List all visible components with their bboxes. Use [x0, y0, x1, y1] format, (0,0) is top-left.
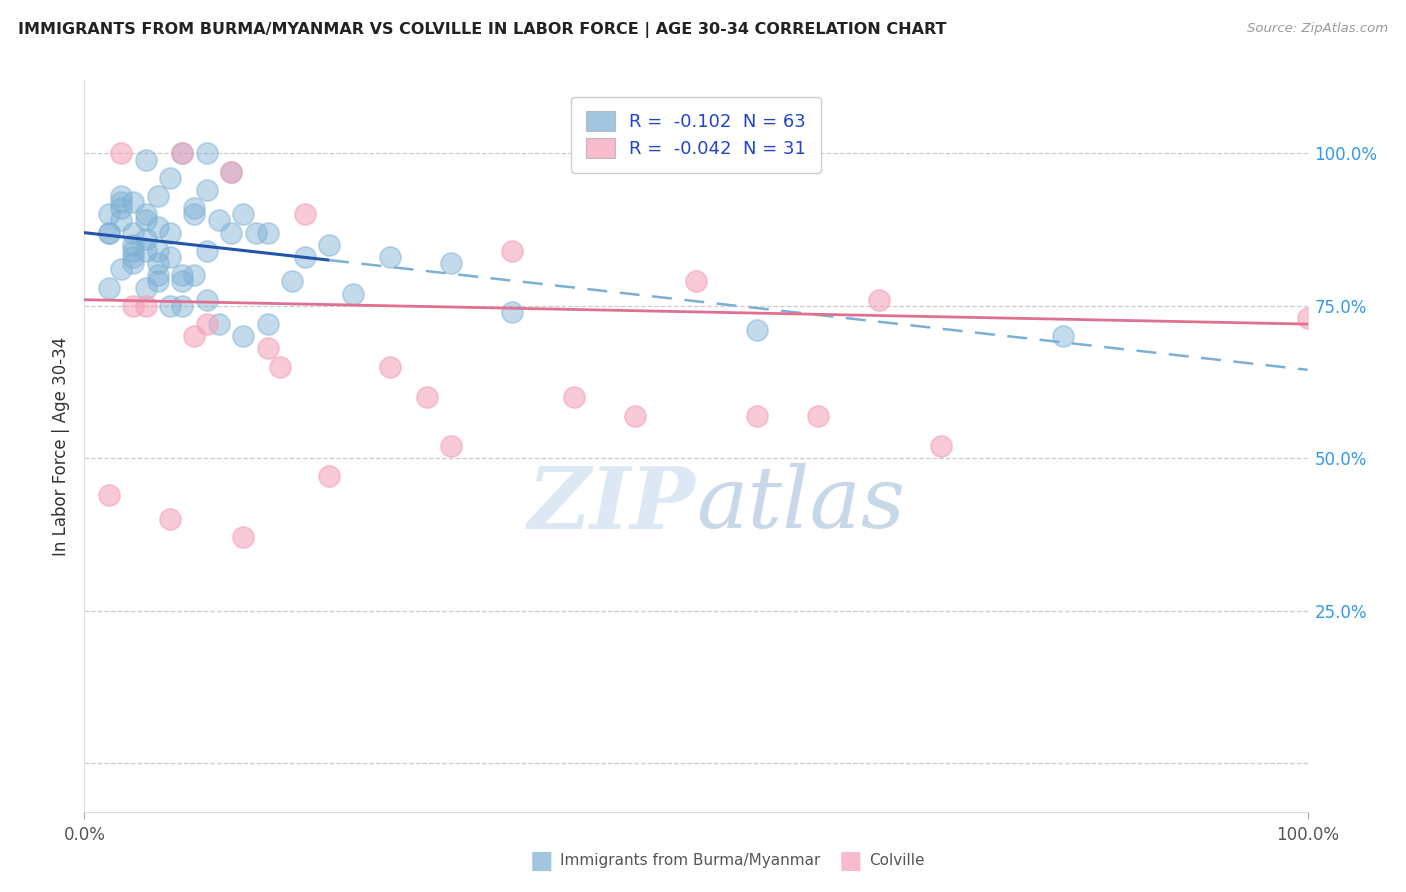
Point [440, 439, 463, 453]
Point [172, 146, 194, 161]
Point [135, 213, 157, 227]
Point [172, 146, 194, 161]
Point [122, 195, 145, 210]
Point [232, 207, 254, 221]
Text: Source: ZipAtlas.com: Source: ZipAtlas.com [1247, 22, 1388, 36]
Point [97, 226, 120, 240]
Point [195, 244, 218, 258]
Point [562, 390, 585, 404]
Point [159, 512, 181, 526]
Point [122, 250, 145, 264]
Point [97, 207, 120, 221]
Point [440, 256, 463, 270]
Text: Immigrants from Burma/Myanmar: Immigrants from Burma/Myanmar [560, 854, 820, 868]
Point [183, 202, 205, 216]
Point [110, 262, 132, 277]
Point [195, 146, 218, 161]
Point [159, 226, 181, 240]
Point [172, 275, 194, 289]
Point [172, 299, 194, 313]
Point [122, 256, 145, 270]
Point [685, 275, 707, 289]
Point [219, 165, 242, 179]
Point [245, 226, 267, 240]
Point [172, 268, 194, 283]
Point [159, 170, 181, 185]
Point [219, 165, 242, 179]
Point [257, 342, 280, 356]
Point [110, 146, 132, 161]
Point [208, 213, 231, 227]
Point [380, 359, 402, 374]
Point [110, 195, 132, 210]
Point [159, 299, 181, 313]
Point [232, 530, 254, 544]
Point [318, 238, 340, 252]
Point [135, 207, 157, 221]
Point [502, 305, 524, 319]
Point [183, 329, 205, 343]
Point [929, 439, 952, 453]
Point [97, 226, 120, 240]
Text: Colville: Colville [869, 854, 924, 868]
Point [110, 213, 132, 227]
Point [135, 232, 157, 246]
Text: atlas: atlas [696, 463, 905, 546]
Point [747, 323, 769, 337]
Point [159, 250, 181, 264]
Point [318, 469, 340, 483]
Point [135, 244, 157, 258]
Point [122, 238, 145, 252]
Point [146, 189, 169, 203]
Point [195, 183, 218, 197]
Point [195, 317, 218, 331]
Point [294, 207, 316, 221]
Point [122, 226, 145, 240]
Point [146, 268, 169, 283]
Point [146, 275, 169, 289]
Point [257, 317, 280, 331]
Point [183, 268, 205, 283]
Point [416, 390, 439, 404]
Point [146, 256, 169, 270]
Point [1296, 311, 1319, 326]
Point [97, 280, 120, 294]
Point [747, 409, 769, 423]
Point [219, 226, 242, 240]
Point [146, 244, 169, 258]
Text: ■: ■ [839, 849, 862, 872]
Point [135, 299, 157, 313]
Point [97, 488, 120, 502]
Point [380, 250, 402, 264]
Point [110, 189, 132, 203]
Point [183, 207, 205, 221]
Point [807, 409, 830, 423]
Point [624, 409, 647, 423]
Point [195, 293, 218, 307]
Point [146, 219, 169, 234]
Point [122, 244, 145, 258]
Point [232, 329, 254, 343]
Point [122, 299, 145, 313]
Point [135, 153, 157, 167]
Point [1052, 329, 1074, 343]
Text: IMMIGRANTS FROM BURMA/MYANMAR VS COLVILLE IN LABOR FORCE | AGE 30-34 CORRELATION: IMMIGRANTS FROM BURMA/MYANMAR VS COLVILL… [18, 22, 946, 38]
Point [208, 317, 231, 331]
Point [257, 226, 280, 240]
Text: ■: ■ [530, 849, 553, 872]
Point [269, 359, 291, 374]
Point [294, 250, 316, 264]
Point [281, 275, 304, 289]
Point [342, 286, 364, 301]
Point [869, 293, 891, 307]
Y-axis label: In Labor Force | Age 30-34: In Labor Force | Age 30-34 [52, 336, 70, 556]
Point [110, 202, 132, 216]
Point [1358, 342, 1381, 356]
Point [135, 280, 157, 294]
Point [502, 244, 524, 258]
Legend: R =  -0.102  N = 63, R =  -0.042  N = 31: R = -0.102 N = 63, R = -0.042 N = 31 [571, 96, 821, 172]
Text: ZIP: ZIP [529, 463, 696, 546]
